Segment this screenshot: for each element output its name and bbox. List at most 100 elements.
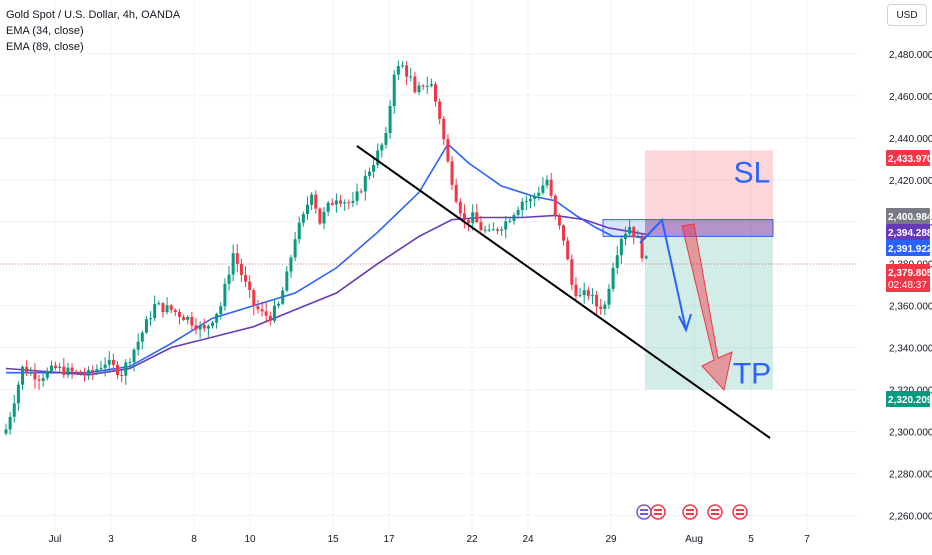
candle-body: [475, 212, 479, 223]
candle-body: [227, 274, 231, 284]
candle-body: [140, 332, 144, 342]
candle-body: [186, 316, 190, 320]
candle-body: [644, 256, 648, 259]
stop-loss-label: SL: [734, 156, 771, 189]
ema-89-label[interactable]: EMA (89, close): [6, 41, 84, 53]
candle-body: [190, 316, 194, 326]
candle-body: [425, 85, 429, 87]
candle-body: [25, 366, 29, 374]
price-tag: [886, 264, 930, 292]
candle-body: [566, 240, 570, 260]
price-tag: [886, 208, 930, 224]
candle-body: [491, 229, 495, 231]
candle-body: [500, 229, 504, 231]
candle-body: [446, 139, 450, 162]
event-icon-stripe: [640, 513, 648, 515]
candle-body: [318, 208, 322, 224]
candle-body: [562, 225, 566, 241]
candle-body: [590, 295, 594, 297]
us-flag-event-icon: [650, 504, 666, 520]
candle-body: [599, 306, 603, 310]
candle-body: [256, 306, 260, 310]
price-tags: 2,433.970 2,400.984 2,394.288 2,391.922 2,37…: [886, 150, 932, 407]
candle-body: [495, 229, 499, 231]
candle-body: [107, 359, 111, 365]
candle-body: [429, 84, 433, 86]
candle-body: [380, 144, 384, 151]
candle-body: [487, 229, 491, 231]
candle-body: [529, 198, 533, 202]
price-tick-label: 2,260.000: [889, 511, 932, 522]
time-tick-label: Aug: [685, 534, 703, 545]
candle-body: [334, 200, 338, 205]
candle-body: [549, 179, 553, 196]
us-flag-event-icon: [732, 504, 748, 520]
candle-body: [239, 264, 243, 276]
price-tag: [886, 224, 930, 240]
candle-body: [458, 201, 462, 214]
candle-body: [330, 202, 334, 205]
candle-body: [99, 368, 103, 370]
candle-body: [483, 229, 487, 231]
candle-body: [636, 236, 640, 238]
candle-body: [215, 313, 219, 323]
candle-body: [471, 212, 475, 224]
time-axis: Jul 3 8 10 15 17 22 24 29 Aug 5 7: [0, 530, 858, 550]
candle-body: [132, 349, 136, 363]
candle-body: [173, 309, 177, 313]
candle-body: [388, 105, 392, 133]
candle-body: [628, 226, 632, 234]
candle-body: [537, 192, 541, 196]
candle-body: [297, 222, 301, 240]
price-tick-label: 2,440.000: [889, 134, 932, 145]
candle-body: [624, 233, 627, 240]
lightning-event-icon: [636, 504, 652, 520]
zone-overlap: [645, 219, 773, 237]
price-tick-label: 2,420.000: [889, 176, 932, 187]
candle-body: [545, 179, 549, 186]
candle-body: [16, 384, 20, 404]
candle-body: [70, 367, 74, 372]
candle-body: [372, 164, 376, 172]
event-icon-stripe: [686, 509, 694, 511]
candle-body: [111, 359, 115, 365]
currency-button[interactable]: USD: [887, 4, 927, 26]
candle-body: [277, 303, 281, 306]
candle-body: [442, 118, 446, 140]
ema-34-label[interactable]: EMA (34, close): [6, 25, 84, 37]
event-icon-stripe: [736, 509, 744, 511]
candle-body: [343, 202, 347, 204]
candle-body: [49, 365, 53, 371]
candle-body: [574, 284, 578, 296]
symbol-title[interactable]: Gold Spot / U.S. Dollar, 4h, OANDA: [6, 9, 181, 21]
time-tick-label: 17: [383, 534, 395, 545]
candle-body: [169, 305, 173, 310]
candle-body: [376, 150, 380, 165]
candle-body: [45, 370, 49, 379]
candle-body: [103, 364, 107, 369]
projection-path: [639, 217, 687, 331]
time-tick-label: 5: [748, 534, 754, 545]
candle-body: [553, 195, 557, 216]
candle-body: [434, 84, 438, 102]
candle-body: [305, 204, 309, 215]
candle-body: [157, 303, 161, 305]
price-tick-label: 2,360.000: [889, 302, 932, 313]
candle-body: [21, 366, 25, 385]
candle-body: [33, 372, 37, 380]
candle-body: [392, 74, 396, 106]
candle-body: [285, 271, 289, 291]
candle-body: [421, 85, 425, 87]
candle-body: [248, 281, 252, 290]
candle-body: [223, 283, 227, 307]
drawings: [356, 145, 771, 439]
candle-body: [231, 253, 235, 275]
candle-body: [4, 429, 8, 434]
candle-body: [351, 200, 355, 203]
price-tag: [886, 240, 930, 256]
candle-body: [153, 303, 157, 319]
candle-body: [611, 267, 615, 289]
candle-body: [595, 295, 599, 307]
